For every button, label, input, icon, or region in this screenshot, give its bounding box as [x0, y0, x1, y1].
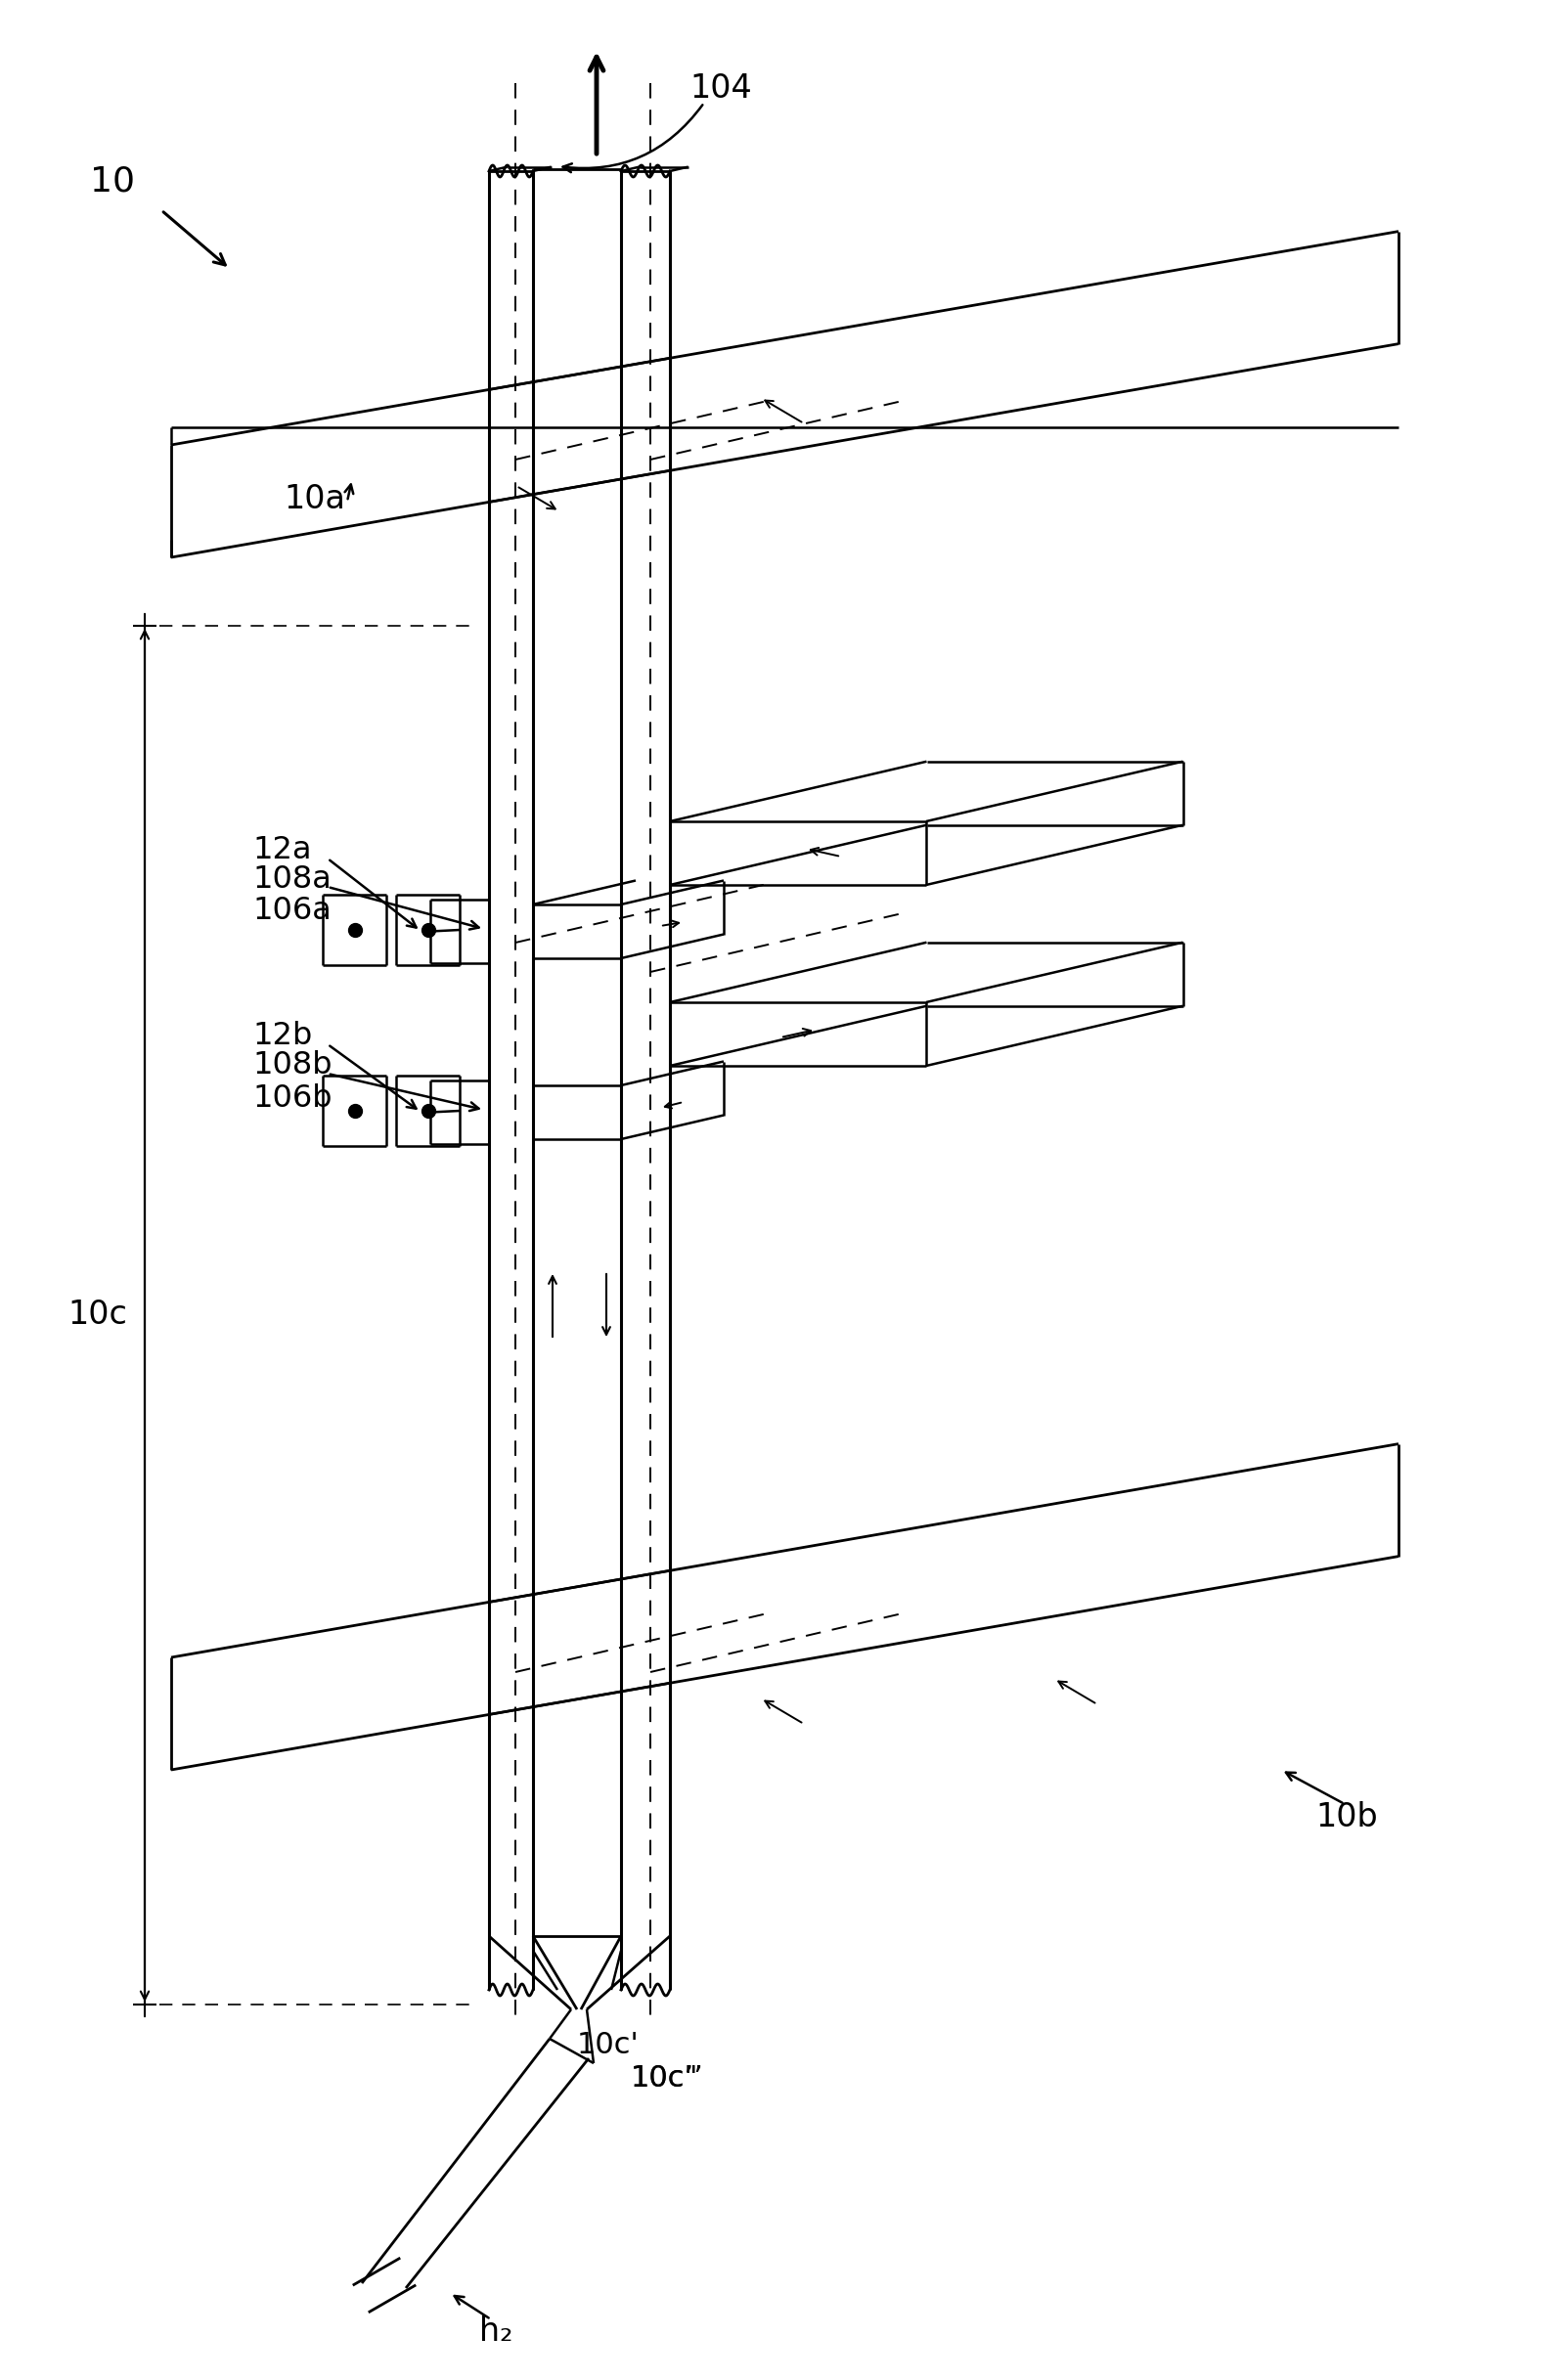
Text: 10c’’: 10c’’: [631, 2063, 704, 2092]
Text: h₂: h₂: [480, 2316, 512, 2349]
Text: 10c: 10c: [68, 1299, 127, 1330]
Text: 10c": 10c": [631, 2063, 699, 2092]
Text: 108a: 108a: [252, 864, 331, 895]
Text: 104: 104: [690, 71, 752, 105]
Text: 12b: 12b: [252, 1021, 312, 1052]
Text: 10a: 10a: [284, 483, 345, 514]
Text: 10c': 10c': [578, 2033, 640, 2059]
Text: 106a: 106a: [252, 897, 331, 926]
Text: 10b: 10b: [1315, 1802, 1378, 1833]
Text: 108b: 108b: [252, 1050, 332, 1081]
Text: 10: 10: [90, 164, 135, 198]
Text: 12a: 12a: [252, 835, 312, 866]
Text: 106b: 106b: [252, 1083, 332, 1114]
